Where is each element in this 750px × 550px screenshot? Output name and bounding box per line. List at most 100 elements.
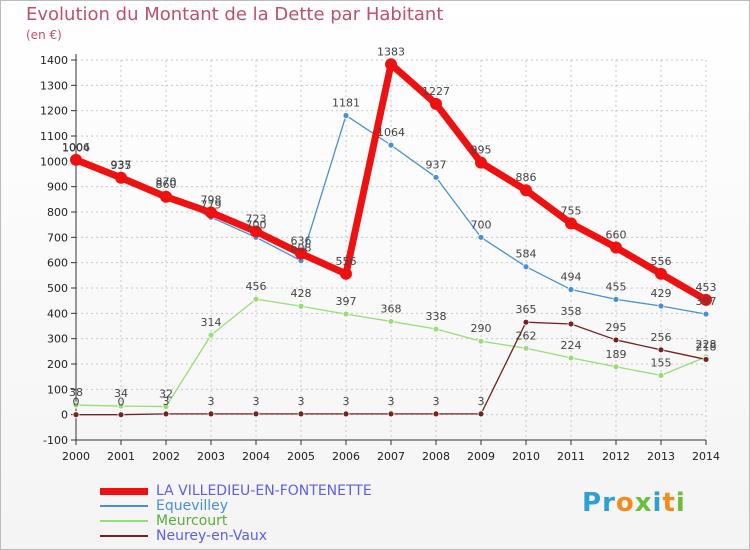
data-label: 723 <box>246 213 267 226</box>
data-point <box>657 346 665 354</box>
data-point <box>295 247 307 260</box>
data-label: 755 <box>561 204 582 217</box>
x-tick-label: 2000 <box>62 450 90 463</box>
logo-letter: x <box>634 488 653 518</box>
x-tick-label: 2014 <box>692 450 720 463</box>
data-label: 189 <box>606 348 627 361</box>
data-label: 314 <box>201 316 222 329</box>
data-point <box>252 410 260 418</box>
data-point <box>657 302 665 310</box>
y-tick-label: 1200 <box>40 105 68 118</box>
logo-letter: P <box>582 488 603 518</box>
data-point <box>612 336 620 344</box>
data-point <box>297 302 305 310</box>
data-point <box>207 331 215 339</box>
data-point <box>207 410 215 418</box>
data-label: 886 <box>516 171 537 184</box>
data-label: 3 <box>298 395 305 408</box>
y-tick-label: 800 <box>47 206 68 219</box>
y-tick-label: 700 <box>47 231 68 244</box>
data-label: 3 <box>388 395 395 408</box>
data-label: 3 <box>163 395 170 408</box>
data-point <box>162 403 170 410</box>
data-label: 1064 <box>377 126 405 139</box>
logo-letter: i <box>675 488 686 518</box>
data-label: 228 <box>696 338 717 351</box>
y-tick-label: 400 <box>47 307 68 320</box>
data-point <box>160 190 172 203</box>
data-label: 38 <box>69 386 83 399</box>
series-2 <box>72 295 710 410</box>
y-tick-label: -100 <box>43 434 68 447</box>
data-label: 860 <box>156 178 177 191</box>
series-labels-3: 0 0 3 3 3 3 3 3 3 3 365 358 295 256 218 <box>73 303 717 408</box>
x-tick-label: 2012 <box>602 450 630 463</box>
series-0 <box>70 58 712 306</box>
y-tick-label: 600 <box>47 257 68 270</box>
data-label: 870 <box>156 175 177 188</box>
y-axis-ticks: -100 0 100 200 300 400 500 600 700 800 900 1000 1100… <box>40 54 68 447</box>
data-label: 700 <box>471 218 492 231</box>
y-tick-label: 300 <box>47 333 68 346</box>
data-point <box>385 58 397 71</box>
data-point <box>115 171 127 184</box>
data-point <box>117 402 125 410</box>
data-label: 700 <box>246 218 267 231</box>
data-point <box>387 410 395 418</box>
legend-swatch-neurey <box>100 535 148 537</box>
data-point <box>477 410 485 418</box>
data-label: 453 <box>696 281 717 294</box>
data-point <box>297 410 305 418</box>
x-tick-label: 2002 <box>152 450 180 463</box>
logo-letter: r <box>602 488 616 518</box>
proxiti-logo: Proxiti <box>582 488 686 518</box>
legend-swatch-villedieu <box>100 488 148 495</box>
data-point <box>522 318 530 326</box>
data-point <box>432 173 440 181</box>
data-point <box>567 354 575 362</box>
data-point <box>117 411 125 419</box>
data-point <box>520 184 532 197</box>
data-point <box>702 310 710 318</box>
series-labels-2: 38 34 32 314 456 428 397 368 338 290 262 224 189 155 2… <box>69 280 717 400</box>
data-label: 295 <box>606 321 627 334</box>
data-label: 1004 <box>62 141 90 154</box>
data-label: 429 <box>651 287 672 300</box>
series-labels-1: 1004 937 870 779 700 608 1181 1064 937 700 584 494 4… <box>62 96 717 308</box>
data-point <box>657 371 665 379</box>
data-label: 455 <box>606 280 627 293</box>
data-label: 155 <box>651 356 672 369</box>
series-group: 1004 937 870 779 700 608 1181 1064 937 700 584 494 4… <box>62 45 717 419</box>
axes <box>71 54 707 445</box>
legend-label: Meurcourt <box>156 513 228 529</box>
x-tick-label: 2011 <box>557 450 585 463</box>
y-tick-label: 500 <box>47 282 68 295</box>
logo-letter: o <box>615 488 635 518</box>
y-tick-label: 200 <box>47 358 68 371</box>
data-label: 556 <box>336 255 357 268</box>
data-label: 3 <box>478 395 485 408</box>
data-label: 32 <box>159 388 173 401</box>
data-point <box>522 344 530 352</box>
data-label: 368 <box>381 302 402 315</box>
x-tick-label: 2006 <box>332 450 360 463</box>
y-tick-label: 900 <box>47 181 68 194</box>
data-label: 34 <box>114 387 128 400</box>
data-point <box>475 156 487 169</box>
data-label: 798 <box>201 194 222 207</box>
data-point <box>612 363 620 371</box>
data-label: 0 <box>118 396 125 409</box>
data-point <box>432 410 440 418</box>
x-tick-label: 2003 <box>197 450 225 463</box>
data-point <box>477 233 485 241</box>
data-label: 494 <box>561 271 582 284</box>
x-tick-label: 2010 <box>512 450 540 463</box>
data-point <box>250 225 262 238</box>
data-label: 1227 <box>422 85 450 98</box>
data-label: 3 <box>253 395 260 408</box>
logo-letter: t <box>662 488 676 518</box>
data-point <box>70 153 82 166</box>
y-tick-label: 1000 <box>40 155 68 168</box>
data-point <box>700 293 712 306</box>
data-point <box>522 263 530 271</box>
